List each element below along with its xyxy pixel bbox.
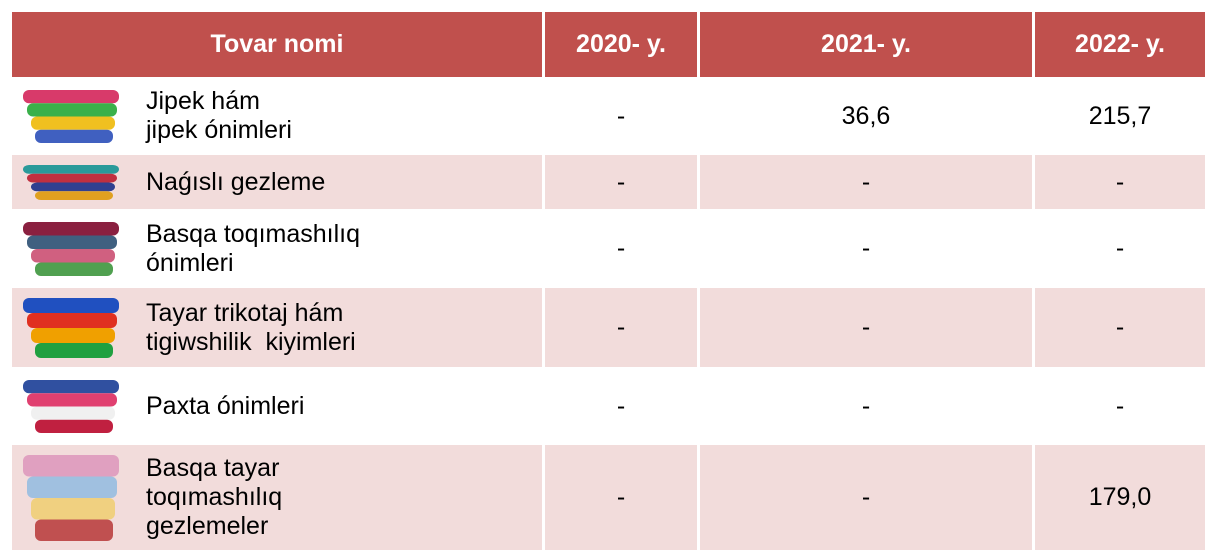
value-cell: - (1115, 391, 1125, 420)
value-cell: - (545, 212, 700, 285)
value-cell: - (700, 155, 1035, 209)
name-cell: Basqa tayar toqımashılıq gezlemeler (12, 445, 545, 550)
product-icon (12, 212, 136, 285)
product-icon (12, 370, 136, 442)
product-name: Jipek hám jipek ónimleri (146, 87, 292, 144)
product-name: Basqa tayar toqımashılıq gezlemeler (146, 454, 283, 540)
name-cell: Paxta ónimleri (12, 370, 545, 442)
table-row: Basqa toqımashılıq ónimleri - - - (12, 212, 1205, 288)
table-row: Basqa tayar toqımashılıq gezlemeler - - 179… (12, 445, 1205, 553)
value-cell: 179,0 (1088, 483, 1152, 511)
name-cell: Tayar trikotaj hám tigiwshilik kiyimleri (12, 288, 545, 367)
product-name: Naǵıslı gezleme (146, 167, 326, 196)
table-row: Naǵıslı gezleme - - - (12, 155, 1205, 212)
name-cell: Jipek hám jipek ónimleri (12, 80, 545, 152)
value-cell: - (545, 80, 700, 152)
header-cell: 2022- y. (1075, 30, 1165, 58)
value-cell: - (1115, 167, 1125, 196)
value-cell: - (700, 288, 1035, 367)
value-cell: - (545, 370, 700, 442)
icon-image (23, 379, 119, 433)
table-row: Tayar trikotaj hám tigiwshilik kiyimleri… (12, 288, 1205, 370)
table-row: Jipek hám jipek ónimleri -36,6 215,7 (12, 80, 1205, 155)
value-cell: 36,6 (700, 80, 1035, 152)
product-name: Tayar trikotaj hám tigiwshilik kiyimleri (146, 298, 356, 356)
value-cell: - (545, 155, 700, 209)
icon-image (23, 89, 119, 143)
icon-image (23, 297, 119, 358)
product-icon (12, 80, 136, 152)
product-icon (12, 445, 136, 550)
value-cell: - (700, 445, 1035, 550)
header-cell: 2021- y. (700, 12, 1035, 77)
value-cell: - (545, 445, 700, 550)
icon-image (23, 221, 119, 276)
icon-image (23, 454, 119, 541)
value-cell: 215,7 (1088, 101, 1152, 130)
value-cell: - (1115, 234, 1125, 262)
value-cell: - (700, 212, 1035, 285)
table: Tovar nomi 2020- y. 2021- y. 2022- y. Jipek … (12, 12, 1205, 553)
icon-image (23, 164, 119, 200)
product-icon (12, 155, 136, 209)
value-cell: - (545, 288, 700, 367)
value-cell: - (700, 370, 1035, 442)
product-name: Basqa toqımashılıq ónimleri (146, 219, 361, 277)
name-cell: Basqa toqımashılıq ónimleri (12, 212, 545, 285)
table-row: Paxta ónimleri - - - (12, 370, 1205, 445)
product-icon (12, 288, 136, 367)
header-row: Tovar nomi 2020- y. 2021- y. 2022- y. (12, 12, 1205, 80)
value-cell: - (1115, 313, 1125, 341)
header-cell: Tovar nomi (12, 12, 545, 77)
product-name: Paxta ónimleri (146, 391, 305, 420)
header-cell: 2020- y. (545, 12, 700, 77)
name-cell: Naǵıslı gezleme (12, 155, 545, 209)
